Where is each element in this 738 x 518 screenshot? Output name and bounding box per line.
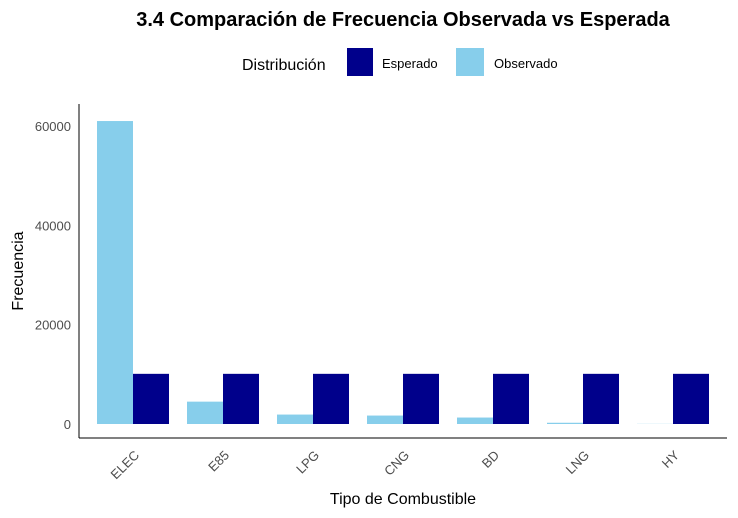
legend-label-esperado: Esperado [382, 56, 438, 71]
x-tick-label: BD [479, 448, 502, 471]
x-tick-label: LPG [293, 448, 322, 477]
x-tick-label: LNG [563, 448, 593, 478]
legend-swatch-esperado [347, 48, 373, 76]
bar-esperado-cng [403, 373, 439, 424]
legend-title: Distribución [242, 57, 326, 74]
bar-esperado-lng [583, 373, 619, 424]
legend-label-observado: Observado [494, 56, 558, 71]
bar-esperado-bd [493, 373, 529, 424]
y-tick-label: 60000 [35, 119, 71, 134]
x-tick-label: HY [659, 447, 683, 471]
bar-esperado-lpg [313, 373, 349, 424]
bar-esperado-hy [673, 373, 709, 424]
y-axis-label: Frecuencia [10, 231, 27, 310]
bar-esperado-elec [133, 373, 169, 424]
legend: Distribución Esperado Observado [242, 48, 558, 76]
bar-observado-bd [457, 417, 493, 424]
y-tick-label: 20000 [35, 318, 71, 333]
x-tick-label: CNG [381, 448, 412, 479]
plot-area: 0 20000 40000 60000 ELEC E85 LPG CNG BD LNG HY [35, 119, 709, 482]
x-tick-label: ELEC [107, 448, 142, 483]
bar-observado-lng [547, 422, 583, 424]
legend-swatch-observado [456, 48, 484, 76]
bar-observado-elec [97, 121, 133, 425]
y-tick-label: 40000 [35, 218, 71, 233]
x-tick-label: E85 [205, 448, 232, 475]
x-axis-label: Tipo de Combustible [330, 491, 476, 508]
bar-observado-e85 [187, 401, 223, 424]
bar-observado-lpg [277, 414, 313, 424]
bar-observado-cng [367, 415, 403, 424]
y-tick-label: 0 [64, 417, 71, 432]
chart-title: 3.4 Comparación de Frecuencia Observada … [136, 9, 670, 31]
bar-esperado-e85 [223, 373, 259, 424]
